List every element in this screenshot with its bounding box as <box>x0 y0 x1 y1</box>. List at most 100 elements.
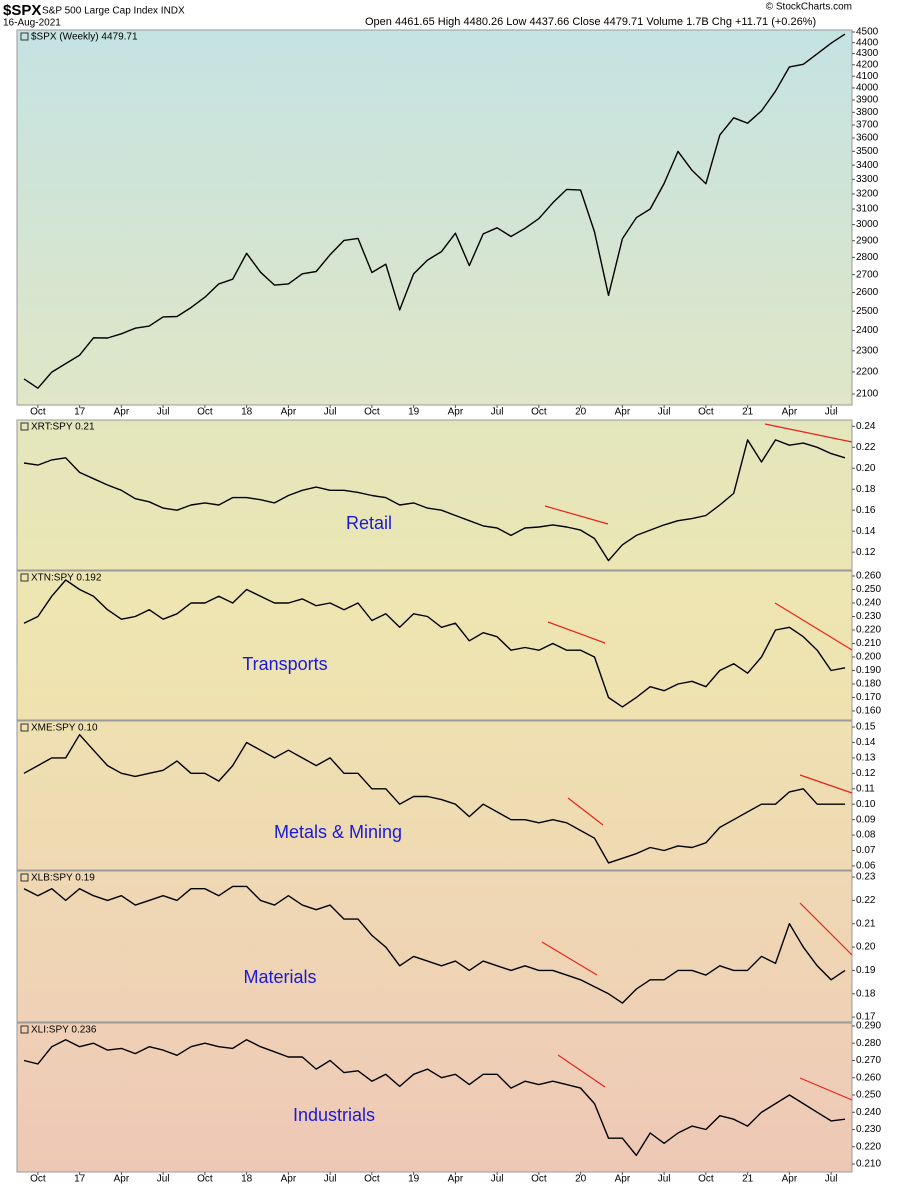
legend-label: XRT:SPY 0.21 <box>31 422 95 433</box>
x-tick-label: 20 <box>575 1174 587 1185</box>
credit: © StockCharts.com <box>766 2 852 13</box>
x-tick-label: Apr <box>615 407 631 418</box>
x-tick-label: Oct <box>531 1174 547 1185</box>
panel-background <box>16 29 853 406</box>
x-tick-label: 18 <box>241 407 253 418</box>
x-tick-label: 17 <box>74 1174 86 1185</box>
x-tick-label: Oct <box>30 1174 46 1185</box>
date: 16-Aug-2021 <box>3 18 61 29</box>
series-line <box>23 579 846 708</box>
x-tick-label: Jul <box>825 407 838 418</box>
x-tick-label: Apr <box>114 407 130 418</box>
x-tick-label: 21 <box>742 1174 754 1185</box>
y-tick-label: 0.24 <box>856 421 876 432</box>
y-tick-label: 0.11 <box>856 783 875 794</box>
y-tick-label: 0.260 <box>856 571 881 582</box>
x-tick-label: Apr <box>281 1174 297 1185</box>
panel-background <box>16 570 853 721</box>
y-tick-label: 0.21 <box>856 918 876 929</box>
x-tick-label: Oct <box>698 1174 714 1185</box>
y-tick-label: 0.23 <box>856 872 876 883</box>
series-line <box>23 734 845 864</box>
x-tick-label: Apr <box>782 407 798 418</box>
x-tick-label: Jul <box>658 407 671 418</box>
x-tick-label: Oct <box>197 407 213 418</box>
trend-line <box>799 902 853 956</box>
y-tick-label: 0.280 <box>856 1038 881 1049</box>
trend-line <box>799 774 853 794</box>
y-tick-label: 0.14 <box>856 526 876 537</box>
trend-line <box>541 941 598 976</box>
y-tick-label: 0.16 <box>856 505 876 516</box>
y-tick-label: 0.12 <box>856 547 876 558</box>
y-tick-label: 3400 <box>856 160 879 171</box>
trend-line <box>774 602 853 651</box>
subtitle: S&P 500 Large Cap Index INDX <box>42 6 185 17</box>
legend-icon <box>20 422 29 431</box>
y-tick-label: 4100 <box>856 71 879 82</box>
y-tick-label: 2200 <box>856 367 879 378</box>
x-tick-label: 18 <box>241 1174 253 1185</box>
x-tick-label: Oct <box>364 1174 380 1185</box>
y-tick-label: 2300 <box>856 345 879 356</box>
x-tick-label: Apr <box>782 1174 798 1185</box>
series-line <box>23 1039 846 1157</box>
y-tick-label: 0.240 <box>856 1107 881 1118</box>
y-tick-label: 0.230 <box>856 1124 881 1135</box>
y-tick-label: 3500 <box>856 146 879 157</box>
y-tick-label: 0.19 <box>856 965 876 976</box>
y-tick-label: 0.18 <box>856 988 876 999</box>
x-tick-label: Apr <box>114 1174 130 1185</box>
series-line <box>23 885 846 1004</box>
y-tick-label: 3200 <box>856 189 879 200</box>
y-tick-label: 0.180 <box>856 679 881 690</box>
series-line <box>23 33 846 389</box>
series-line <box>23 439 846 562</box>
legend-icon <box>20 32 29 41</box>
y-tick-label: 2800 <box>856 252 879 263</box>
y-tick-label: 3000 <box>856 219 879 230</box>
x-tick-label: Jul <box>491 1174 504 1185</box>
panel-label: Retail <box>346 513 392 533</box>
legend-label: $SPX (Weekly) 4479.71 <box>31 32 138 43</box>
legend-icon <box>20 723 29 732</box>
x-tick-label: Apr <box>448 1174 464 1185</box>
y-tick-label: 2900 <box>856 235 879 246</box>
y-tick-label: 0.190 <box>856 665 881 676</box>
y-tick-label: 3100 <box>856 204 879 215</box>
panel-label: Metals & Mining <box>274 822 402 842</box>
x-tick-label: Oct <box>531 407 547 418</box>
y-tick-label: 0.250 <box>856 584 881 595</box>
y-tick-label: 0.200 <box>856 652 881 663</box>
x-tick-label: Apr <box>281 407 297 418</box>
legend-icon <box>20 1025 29 1034</box>
trend-line <box>764 423 853 443</box>
trend-line <box>799 1077 853 1101</box>
y-tick-label: 0.160 <box>856 706 881 717</box>
y-tick-label: 0.270 <box>856 1055 881 1066</box>
y-tick-label: 0.20 <box>856 942 876 953</box>
y-tick-label: 4500 <box>856 27 879 38</box>
y-tick-label: 0.260 <box>856 1072 881 1083</box>
panel-label: Industrials <box>293 1105 375 1125</box>
legend-label: XTN:SPY 0.192 <box>31 573 102 584</box>
y-tick-label: 0.15 <box>856 722 876 733</box>
y-tick-label: 3600 <box>856 133 879 144</box>
y-tick-label: 2700 <box>856 269 879 280</box>
x-tick-label: Jul <box>157 1174 170 1185</box>
y-tick-label: 0.09 <box>856 814 876 825</box>
y-tick-label: 0.18 <box>856 484 876 495</box>
x-tick-label: Jul <box>324 407 337 418</box>
y-tick-label: 0.17 <box>856 1012 876 1023</box>
trend-lines <box>541 423 853 1101</box>
y-tick-label: 0.13 <box>856 753 876 764</box>
panel-background <box>16 419 853 571</box>
x-tick-label: Oct <box>698 407 714 418</box>
x-tick-label: Jul <box>157 407 170 418</box>
x-tick-label: Jul <box>491 407 504 418</box>
y-tick-label: 4300 <box>856 48 879 59</box>
y-tick-label: 0.10 <box>856 799 876 810</box>
panel-label: Transports <box>242 654 327 674</box>
y-tick-label: 0.290 <box>856 1021 881 1032</box>
y-tick-label: 2600 <box>856 287 879 298</box>
